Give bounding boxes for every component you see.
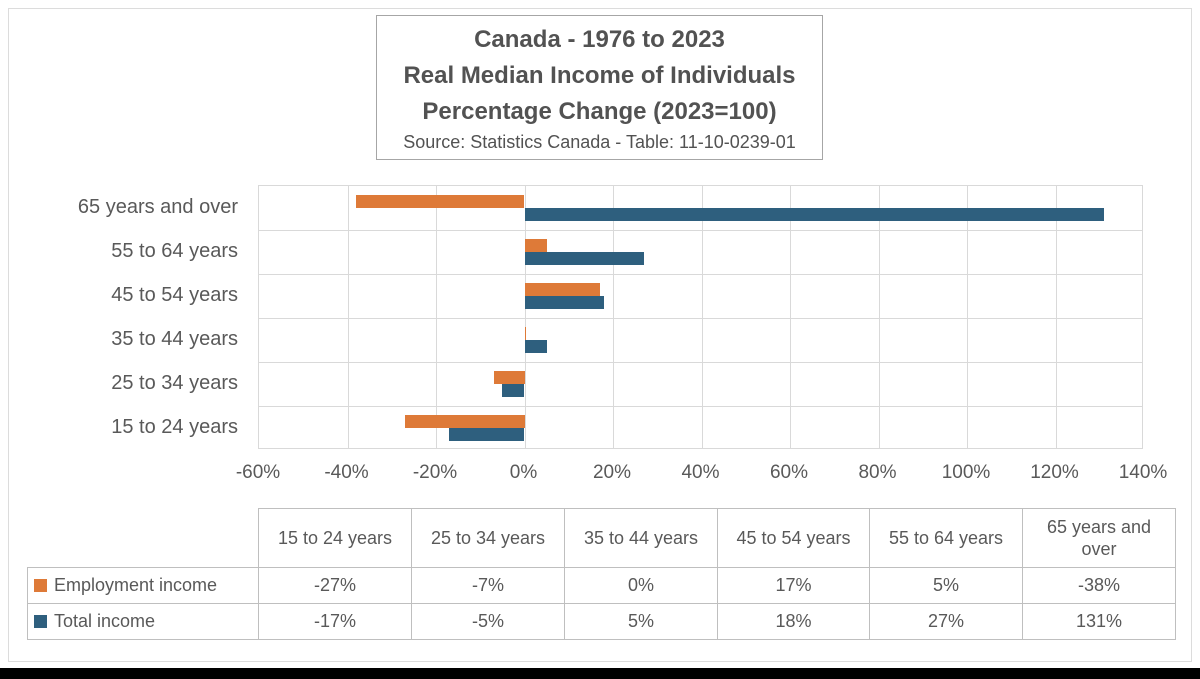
- data-table-header-45-to-54-years: 45 to 54 years: [717, 508, 870, 568]
- bar-total-income-55-to-64-years: [524, 252, 644, 265]
- legend-label-total-income: Total income: [54, 611, 156, 631]
- chart-title-box: Canada - 1976 to 2023 Real Median Income…: [376, 15, 823, 160]
- data-table-header-25-to-34-years: 25 to 34 years: [411, 508, 565, 568]
- x-tick-label-140pct: 140%: [1118, 462, 1168, 483]
- category-band-separator: [259, 274, 1142, 275]
- category-band-separator: [259, 230, 1142, 231]
- bar-employment-income-65-years-and-over: [356, 195, 525, 208]
- bar-total-income-25-to-34-years: [502, 384, 525, 397]
- x-tick-label--40pct: -40%: [324, 462, 369, 483]
- category-label-65-years-and-over: 65 years and over: [77, 196, 238, 218]
- x-tick-label-60pct: 60%: [769, 462, 809, 483]
- bar-total-income-35-to-44-years: [524, 340, 547, 353]
- value-total-income-25-to-34-years: -5%: [411, 603, 565, 640]
- x-tick-label--20pct: -20%: [412, 462, 458, 483]
- bar-employment-income-25-to-34-years: [493, 371, 525, 384]
- table-row-employment-income: Employment income -27% -7% 0% 17% 5% -38%: [27, 567, 1176, 604]
- gridline-100pct: [967, 186, 968, 448]
- legend-swatch-employment-income: [34, 579, 47, 592]
- x-tick-label-100pct: 100%: [941, 462, 991, 483]
- gridline--40pct: [347, 186, 349, 448]
- bottom-black-bar: [0, 668, 1200, 679]
- category-label-15-to-24-years: 15 to 24 years: [111, 416, 238, 438]
- plot-area: [258, 185, 1143, 449]
- x-tick-label-20pct: 20%: [592, 462, 632, 483]
- gridline-120pct: [1055, 186, 1057, 448]
- bar-total-income-15-to-24-years: [449, 428, 525, 441]
- category-band-separator: [259, 318, 1142, 319]
- value-total-income-35-to-44-years: 5%: [564, 603, 718, 640]
- category-label-55-to-64-years: 55 to 64 years: [111, 240, 238, 262]
- chart-title-line-2: Real Median Income of Individuals: [403, 62, 796, 89]
- bar-total-income-45-to-54-years: [524, 296, 605, 309]
- data-table-corner-cell: [28, 509, 259, 568]
- value-employment-income-25-to-34-years: -7%: [411, 567, 565, 604]
- legend-label-employment-income: Employment income: [54, 575, 218, 595]
- table-row-total-income: Total income -17% -5% 5% 18% 27% 131%: [27, 603, 1176, 640]
- data-table-header-55-to-64-years: 55 to 64 years: [869, 508, 1023, 568]
- x-tick-label--60pct: -60%: [235, 462, 281, 483]
- gridline-0pct: [524, 186, 526, 448]
- data-table: 15 to 24 years 25 to 34 years 35 to 44 yea…: [27, 508, 1176, 640]
- category-label-45-to-54-years: 45 to 54 years: [111, 284, 238, 306]
- value-employment-income-65-years-and-over: -38%: [1022, 567, 1176, 604]
- value-employment-income-55-to-64-years: 5%: [869, 567, 1023, 604]
- x-tick-label-120pct: 120%: [1030, 462, 1079, 483]
- value-total-income-65-years-and-over: 131%: [1022, 603, 1176, 640]
- data-table-grid: 15 to 24 years 25 to 34 years 35 to 44 yea…: [27, 508, 1176, 640]
- bar-employment-income-15-to-24-years: [405, 415, 525, 428]
- bar-employment-income-45-to-54-years: [524, 283, 600, 296]
- bar-employment-income-35-to-44-years: [524, 327, 526, 340]
- legend-swatch-total-income: [34, 615, 47, 628]
- bar-total-income-65-years-and-over: [524, 208, 1105, 221]
- value-employment-income-15-to-24-years: -27%: [258, 567, 412, 604]
- bar-employment-income-55-to-64-years: [524, 239, 547, 252]
- gridline-40pct: [701, 186, 703, 448]
- data-table-header-35-to-44-years: 35 to 44 years: [564, 508, 718, 568]
- chart-source-note: Source: Statistics Canada - Table: 11-10…: [403, 132, 796, 152]
- x-tick-label-80pct: 80%: [858, 462, 897, 483]
- gridline--20pct: [436, 186, 437, 448]
- x-tick-label-0pct: 0%: [509, 462, 538, 483]
- value-total-income-55-to-64-years: 27%: [869, 603, 1023, 640]
- legend-cell-employment-income: Employment income: [27, 567, 259, 604]
- category-label-35-to-44-years: 35 to 44 years: [111, 328, 238, 350]
- data-table-header-15-to-24-years: 15 to 24 years: [258, 508, 412, 568]
- legend-cell-total-income: Total income: [27, 603, 259, 640]
- data-table-header-65-years-and-over: 65 years and over: [1022, 508, 1176, 568]
- value-employment-income-45-to-54-years: 17%: [717, 567, 870, 604]
- category-band-separator: [259, 362, 1142, 363]
- chart-title-line-3: Percentage Change (2023=100): [422, 98, 777, 125]
- chart-title-line-1: Canada - 1976 to 2023: [474, 26, 725, 53]
- gridline-20pct: [613, 186, 614, 448]
- category-band-separator: [259, 406, 1142, 407]
- value-employment-income-35-to-44-years: 0%: [564, 567, 718, 604]
- gridline-60pct: [790, 186, 791, 448]
- gridline-80pct: [878, 186, 880, 448]
- x-tick-label-40pct: 40%: [681, 462, 720, 483]
- value-total-income-15-to-24-years: -17%: [258, 603, 412, 640]
- value-total-income-45-to-54-years: 18%: [717, 603, 870, 640]
- category-label-25-to-34-years: 25 to 34 years: [111, 372, 238, 394]
